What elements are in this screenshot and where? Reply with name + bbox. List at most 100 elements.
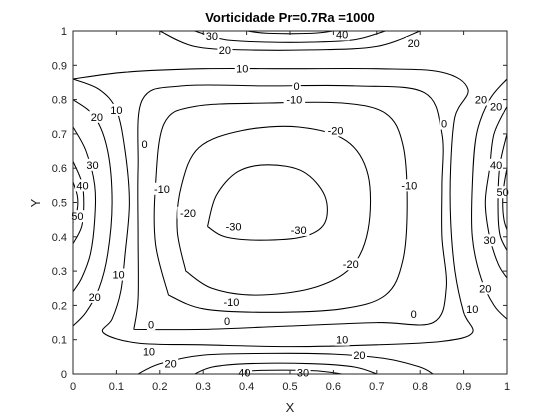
contour-label-bg	[75, 179, 91, 192]
x-axis-ticks: 0 0.1 0.2 0.3 0.4 0.5 0.6 0.7 0.8 0.9 1	[70, 31, 510, 393]
y-tick-label: 0.5	[52, 198, 67, 210]
y-axis-ticks: 0 0.1 0.2 0.3 0.4 0.5 0.6 0.7 0.8 0.9 1	[52, 26, 507, 381]
contour-label-bg	[69, 210, 85, 223]
contour-label: 0	[293, 81, 299, 93]
contour-label-bg	[488, 158, 504, 171]
contour-label: 40	[490, 160, 502, 172]
contour-label: -10	[401, 180, 417, 192]
x-tick-label: 0.3	[196, 381, 211, 393]
contour-label-bg	[283, 93, 306, 106]
contour-line-level-40	[72, 161, 85, 244]
contour-line-level-neg20	[176, 125, 372, 296]
contour-label-bg	[287, 223, 310, 236]
y-tick-label: 0.4	[52, 232, 67, 244]
contour-label: 50	[497, 187, 509, 199]
x-tick-label: 0.8	[413, 381, 428, 393]
x-tick-label: 0.2	[152, 381, 167, 393]
contour-label-bg	[217, 43, 233, 56]
chart-title: Vorticidade Pr=0.7Ra =1000	[205, 10, 375, 25]
y-tick-label: 0	[61, 369, 67, 381]
contour-label-bg	[477, 282, 493, 295]
contour-label: 10	[236, 64, 248, 76]
contour-label-bg	[222, 314, 232, 327]
contour-label: 20	[479, 283, 491, 295]
contour-label: 50	[71, 211, 83, 223]
contour-labels: -30 -30 -20 -20 -20 -10 -10 -10 -10 0 0 0 0 0 0 10 10 10 1…	[69, 28, 511, 379]
y-tick-label: 0.7	[52, 129, 67, 141]
contour-label-bg	[146, 318, 156, 331]
contour-label-bg	[220, 295, 243, 308]
contour-label-bg	[351, 349, 367, 362]
x-tick-label: 0.7	[369, 381, 384, 393]
contour-label-bg	[409, 307, 418, 320]
y-tick-label: 0.9	[52, 60, 67, 72]
contour-label-bg	[340, 258, 362, 271]
contour-label: -20	[180, 208, 196, 220]
contour-label-bg	[234, 62, 250, 75]
contour-label: 10	[112, 270, 124, 282]
contour-label-bg	[488, 100, 504, 113]
x-axis-label: X	[286, 400, 295, 415]
x-tick-label: 1	[504, 381, 510, 393]
contour-label: 40	[76, 180, 88, 192]
contour-label: 30	[484, 235, 496, 247]
x-tick-label: 0	[70, 381, 76, 393]
y-tick-label: 1	[61, 26, 67, 38]
contour-label-bg	[151, 182, 173, 195]
contour-label-bg	[177, 206, 199, 219]
y-tick-label: 0.3	[52, 266, 67, 278]
contour-label-bg	[295, 366, 311, 379]
contour-label: -10	[223, 297, 239, 309]
contour-label-bg	[495, 186, 511, 199]
contour-label: 0	[224, 316, 230, 328]
contour-label-bg	[87, 290, 103, 303]
contour-line-level-0	[133, 84, 447, 331]
contour-label: 40	[336, 29, 348, 41]
contour-label: 0	[148, 319, 154, 331]
x-tick-label: 0.9	[456, 381, 471, 393]
y-tick-label: 0.2	[52, 300, 67, 312]
contour-line-level-30	[72, 126, 97, 292]
x-tick-label: 0.5	[282, 381, 297, 393]
contour-label: -20	[328, 125, 344, 137]
contour-label: 30	[206, 31, 218, 43]
contour-label: 10	[336, 335, 348, 347]
contour-line-level-20	[159, 30, 421, 51]
contour-line-level-30	[194, 30, 386, 43]
contour-label-bg	[334, 333, 350, 346]
contour-lines	[72, 30, 508, 375]
contour-label: 10	[143, 347, 155, 359]
contour-label: 0	[411, 309, 417, 321]
contour-label-bg	[89, 110, 105, 123]
contour-label: 20	[490, 101, 502, 113]
contour-label-bg	[482, 234, 498, 247]
contour-line-level-30	[484, 106, 508, 279]
contour-line-level-30	[194, 362, 377, 375]
contour-line-level-neg10	[153, 101, 408, 313]
y-tick-label: 0.8	[52, 95, 67, 107]
x-tick-label: 0.1	[109, 381, 124, 393]
contour-label: 20	[408, 38, 420, 50]
contour-label: 20	[89, 292, 101, 304]
contour-label: -20	[343, 259, 359, 271]
contour-label-bg	[439, 117, 449, 130]
contour-label: 40	[238, 367, 250, 379]
contour-label: 20	[165, 359, 177, 371]
contour-label-bg	[204, 30, 220, 43]
contour-label-bg	[473, 93, 489, 106]
contour-label-bg	[108, 103, 124, 116]
contour-label-bg	[222, 220, 245, 233]
contour-label-bg	[292, 79, 301, 92]
contour-line-level-50	[502, 168, 508, 231]
contour-label-bg	[111, 268, 127, 281]
contour-label: 20	[219, 45, 231, 57]
contour-label-bg	[236, 366, 252, 379]
y-tick-label: 0.1	[52, 335, 67, 347]
contour-label-bg	[464, 302, 480, 315]
contour-line-level-10	[72, 67, 474, 348]
contour-label-bg	[398, 179, 421, 192]
contour-label-bg	[406, 37, 422, 50]
y-tick-label: 0.6	[52, 163, 67, 175]
contour-label: -30	[226, 222, 242, 234]
